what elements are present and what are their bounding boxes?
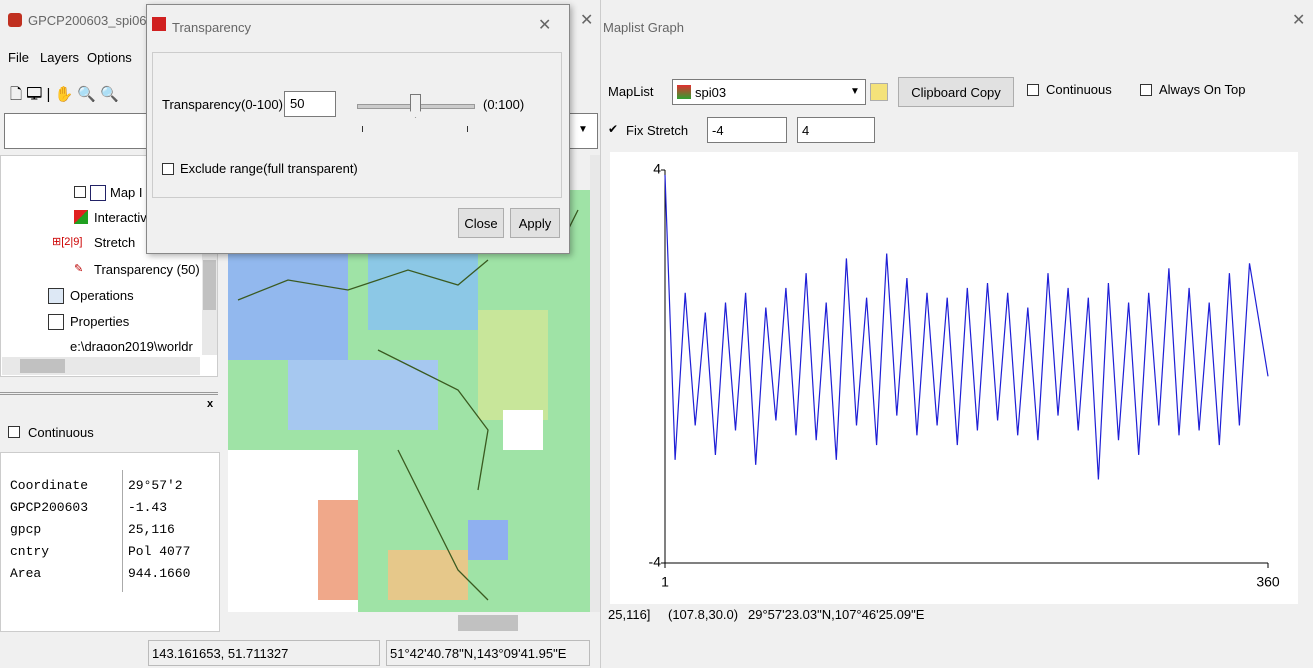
table-cell: -1.43 xyxy=(128,500,167,515)
plot-background xyxy=(610,152,1298,604)
app-icon xyxy=(8,13,22,27)
window-title: Maplist Graph xyxy=(603,20,684,35)
checkbox[interactable] xyxy=(74,186,86,198)
field-label: MapList xyxy=(608,84,654,99)
tree-item[interactable]: e:\dragon2019\worldr xyxy=(70,339,193,351)
icon: ⊞[2|9] xyxy=(52,235,82,248)
table-cell: GPCP200603 xyxy=(10,500,88,515)
column-divider xyxy=(122,470,123,592)
close-button[interactable]: ✕ xyxy=(580,10,593,30)
stretch-max[interactable]: 4 xyxy=(797,117,875,143)
scroll-thumb[interactable] xyxy=(458,615,518,631)
checkbox[interactable] xyxy=(1140,84,1152,96)
status-text: 143.161653, 51.711327 xyxy=(152,646,288,661)
icon xyxy=(48,288,64,304)
tree-item[interactable]: Transparency (50) xyxy=(94,262,200,277)
stretch-min[interactable]: -4 xyxy=(707,117,787,143)
close-button[interactable]: ✕ xyxy=(1292,10,1305,30)
chart: -4 4 1 360 xyxy=(600,152,1300,604)
y-tick-label: 4 xyxy=(653,161,661,177)
icon: ✎ xyxy=(74,262,83,275)
tree-item[interactable]: Properties xyxy=(70,314,129,329)
status-text: 29°57'23.03"N,107°46'25.09"E xyxy=(748,607,924,622)
tree-item[interactable]: Interactiv xyxy=(94,210,147,225)
menu-item[interactable]: File xyxy=(8,50,29,65)
icon xyxy=(48,314,64,330)
table-cell: 944.1660 xyxy=(128,566,190,581)
checkbox[interactable] xyxy=(8,426,20,438)
table-cell: gpcp xyxy=(10,522,41,537)
scroll-thumb[interactable] xyxy=(203,260,216,310)
checkbox-label[interactable]: Continuous xyxy=(1046,82,1112,97)
table-cell: Coordinate xyxy=(10,478,88,493)
tree-item[interactable]: Operations xyxy=(70,288,134,303)
table-cell: 29°57'2 xyxy=(128,478,183,493)
checkbox-label[interactable]: Always On Top xyxy=(1159,82,1245,97)
checkbox-checked[interactable]: ✔ xyxy=(608,122,618,136)
splitter[interactable] xyxy=(0,392,218,395)
table-cell: Pol 4077 xyxy=(128,544,190,559)
screen: GPCP200603_spi06 ✕ File Layers Options 🗋… xyxy=(0,0,1313,668)
value-input[interactable]: 50 xyxy=(284,91,336,117)
table-cell: Area xyxy=(10,566,41,581)
combo-arrow[interactable]: ▼ xyxy=(850,86,860,97)
status-text: 51°42'40.78"N,143°09'41.95"E xyxy=(390,646,566,661)
dialog-title: Transparency xyxy=(172,20,251,35)
button[interactable]: Clipboard Copy xyxy=(898,77,1014,107)
checkbox-label[interactable]: Fix Stretch xyxy=(626,123,688,138)
window-title: GPCP200603_spi06 xyxy=(28,13,147,28)
tree-item[interactable]: Stretch xyxy=(94,235,135,250)
icon xyxy=(74,210,88,224)
x-tick-label: 360 xyxy=(1256,574,1280,590)
field-label: Transparency(0-100) xyxy=(162,97,283,112)
button[interactable] xyxy=(870,83,888,101)
checkbox-label[interactable]: Continuous xyxy=(28,425,94,440)
icon xyxy=(90,185,106,201)
checkbox[interactable] xyxy=(1027,84,1039,96)
map-scrollbar[interactable] xyxy=(590,155,600,615)
x-tick-label: 1 xyxy=(661,574,669,590)
status-text: 25,116] xyxy=(608,607,650,622)
checkbox[interactable] xyxy=(162,163,174,175)
close-panel[interactable]: x xyxy=(207,398,213,410)
status-text: (107.8,30.0) xyxy=(668,607,738,622)
checkbox-label[interactable]: Exclude range(full transparent) xyxy=(180,161,358,176)
table-cell: 25,116 xyxy=(128,522,175,537)
menu-item[interactable]: Options xyxy=(87,50,132,65)
y-tick-label: -4 xyxy=(649,554,662,570)
map-h-scrollbar[interactable] xyxy=(228,612,600,634)
menu-item[interactable]: Layers xyxy=(40,50,79,65)
dialog-icon xyxy=(152,17,166,31)
range-label: (0:100) xyxy=(483,97,524,112)
toolbar[interactable]: 🗋 🖵 | ✋ 🔍 🔍 xyxy=(10,84,119,109)
combo-arrow[interactable]: ▼ xyxy=(578,124,588,135)
icon xyxy=(677,85,691,99)
button[interactable]: Apply xyxy=(510,208,560,238)
scroll-thumb[interactable] xyxy=(20,359,65,373)
tree-item[interactable]: Map I xyxy=(110,185,143,200)
button[interactable]: Close xyxy=(458,208,504,238)
dialog-close[interactable]: ✕ xyxy=(538,15,551,35)
maplist-combo[interactable]: spi03 xyxy=(672,79,866,105)
table-cell: cntry xyxy=(10,544,49,559)
